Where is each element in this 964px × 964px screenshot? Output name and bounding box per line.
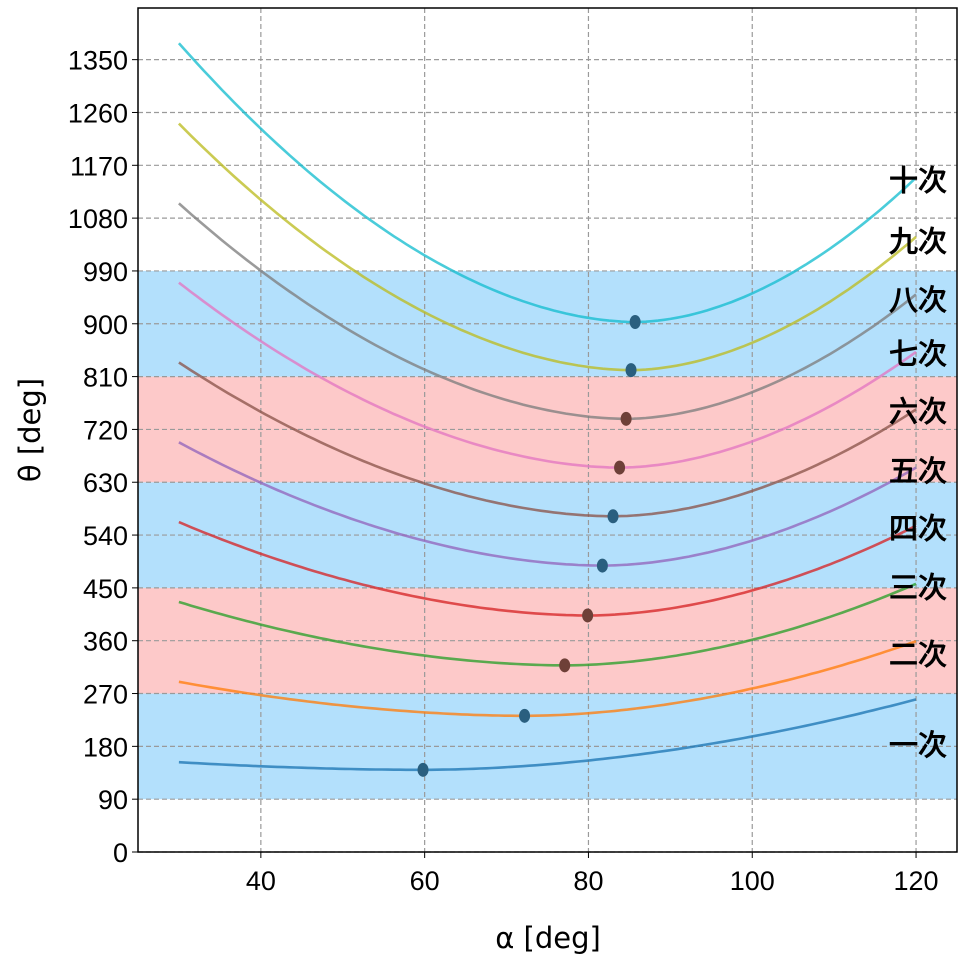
- minimum-marker-6: [607, 509, 619, 524]
- y-tick-label: 630: [83, 468, 128, 498]
- series-line-7: [178, 281, 917, 469]
- y-axis-label: θ [deg]: [13, 378, 47, 482]
- y-tick-label: 180: [83, 732, 128, 762]
- series-line-6: [178, 361, 917, 518]
- plot-frame: [137, 7, 958, 853]
- y-tick-label: 1260: [68, 98, 128, 128]
- series-line-4: [178, 520, 917, 617]
- y-tick-label: 0: [113, 838, 128, 868]
- x-axis-label: α [deg]: [495, 921, 601, 955]
- minimum-marker-4: [582, 608, 594, 623]
- series-label-10: 十次: [889, 163, 947, 197]
- minimum-marker-8: [620, 411, 632, 426]
- y-tick-label: 540: [83, 521, 128, 551]
- minimum-markers: [417, 315, 641, 777]
- y-tick-label: 720: [83, 415, 128, 445]
- y-tick-label: 360: [83, 627, 128, 657]
- y-tick-label: 900: [83, 310, 128, 340]
- series-label-7: 七次: [889, 337, 947, 371]
- series-line-2: [178, 640, 917, 718]
- y-tick-label: 990: [83, 257, 128, 287]
- minimum-marker-3: [559, 658, 571, 673]
- series-line-9: [177, 122, 917, 372]
- x-tick-label: 40: [246, 866, 276, 896]
- y-tick-label: 810: [83, 363, 128, 393]
- y-tick-label: 450: [83, 574, 128, 604]
- series-label-6: 六次: [889, 395, 947, 429]
- series-label-4: 四次: [889, 511, 947, 545]
- minimum-marker-5: [596, 558, 608, 573]
- series-labels: 一次 二次 三次 四次 五次 六次 七次 八次 九次 十次: [889, 163, 947, 762]
- x-axis-ticks: 40 60 80 100 120: [246, 852, 939, 896]
- series-line-1: [178, 698, 917, 772]
- series-label-9: 九次: [889, 224, 947, 258]
- curves: [177, 42, 917, 772]
- series-line-8: [178, 202, 917, 421]
- y-axis-ticks: 0 90 180 270 360 450 540 630 720 810 900 990 1080 117…: [68, 46, 138, 868]
- x-tick-label: 80: [573, 866, 603, 896]
- x-tick-label: 120: [894, 866, 939, 896]
- x-tick-label: 100: [730, 866, 775, 896]
- y-tick-label: 1350: [68, 46, 128, 76]
- series-label-1: 一次: [889, 728, 947, 762]
- minimum-marker-9: [625, 363, 637, 378]
- minimum-marker-2: [519, 708, 531, 723]
- y-tick-label: 1080: [68, 204, 128, 234]
- minimum-marker-7: [614, 460, 626, 475]
- series-line-10: [177, 42, 917, 324]
- minimum-marker-10: [629, 315, 641, 330]
- y-tick-label: 90: [98, 785, 128, 815]
- y-tick-label: 1170: [70, 151, 128, 181]
- minimum-marker-1: [417, 762, 429, 777]
- y-tick-label: 270: [83, 680, 128, 710]
- series-label-3: 三次: [889, 571, 947, 605]
- series-line-3: [178, 582, 917, 667]
- series-label-2: 二次: [889, 638, 947, 672]
- x-tick-label: 60: [410, 866, 440, 896]
- series-label-5: 五次: [889, 454, 947, 488]
- series-line-5: [178, 441, 917, 567]
- series-label-8: 八次: [889, 283, 947, 317]
